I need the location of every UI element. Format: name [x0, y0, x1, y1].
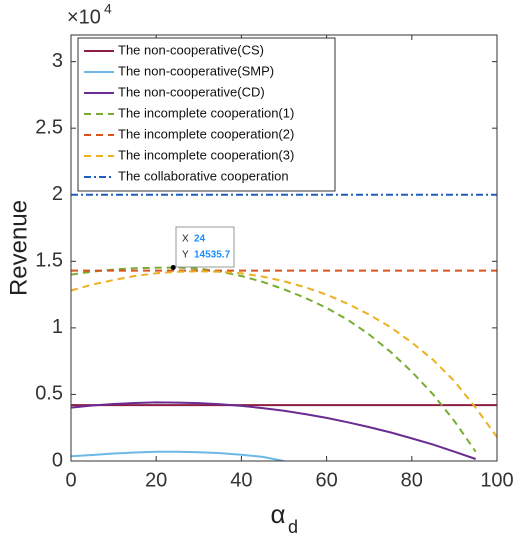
- y-multiplier-exponent: 4: [104, 1, 112, 17]
- y-tick-label: 3: [52, 50, 63, 72]
- y-tick-label: 0: [52, 449, 63, 471]
- legend-label: The incomplete cooperation(3): [118, 147, 294, 162]
- y-axis-title: Revenue: [5, 200, 32, 296]
- datatip-x-name: X: [182, 234, 189, 245]
- x-tick-label: 40: [230, 469, 252, 491]
- datatip-x-value: 24: [194, 234, 206, 245]
- x-axis-title: α: [270, 499, 285, 529]
- y-tick-label: 1: [52, 316, 63, 338]
- y-tick-label: 2: [52, 183, 63, 205]
- x-tick-label: 80: [401, 469, 423, 491]
- series-line: [71, 450, 285, 461]
- series-line: [71, 401, 477, 460]
- legend-label: The collaborative cooperation: [118, 168, 289, 183]
- x-tick-label: 20: [145, 469, 167, 491]
- legend-label: The non-cooperative(SMP): [118, 63, 274, 78]
- datatip-marker: [170, 264, 176, 270]
- y-multiplier: ×10: [67, 6, 101, 28]
- datatip-y-name: Y: [182, 250, 189, 261]
- y-tick-label: 0.5: [35, 383, 63, 405]
- y-tick-label: 1.5: [35, 250, 63, 272]
- axes-box: [70, 34, 498, 462]
- legend-label: The incomplete cooperation(1): [118, 105, 294, 120]
- x-axis-title-subscript: d: [288, 517, 298, 537]
- x-tick-label: 100: [480, 469, 513, 491]
- legend-box: [77, 37, 336, 192]
- datatip-y-value: 14535.7: [194, 250, 231, 261]
- legend-label: The non-cooperative(CD): [118, 84, 265, 99]
- x-tick-label: 0: [65, 469, 76, 491]
- y-tick-label: 2.5: [35, 116, 63, 138]
- legend-label: The incomplete cooperation(2): [118, 126, 294, 141]
- x-tick-label: 60: [315, 469, 337, 491]
- series-line: [71, 270, 497, 438]
- series-line: [71, 266, 477, 453]
- legend-label: The non-cooperative(CS): [118, 42, 264, 57]
- datatip-box: [175, 226, 235, 268]
